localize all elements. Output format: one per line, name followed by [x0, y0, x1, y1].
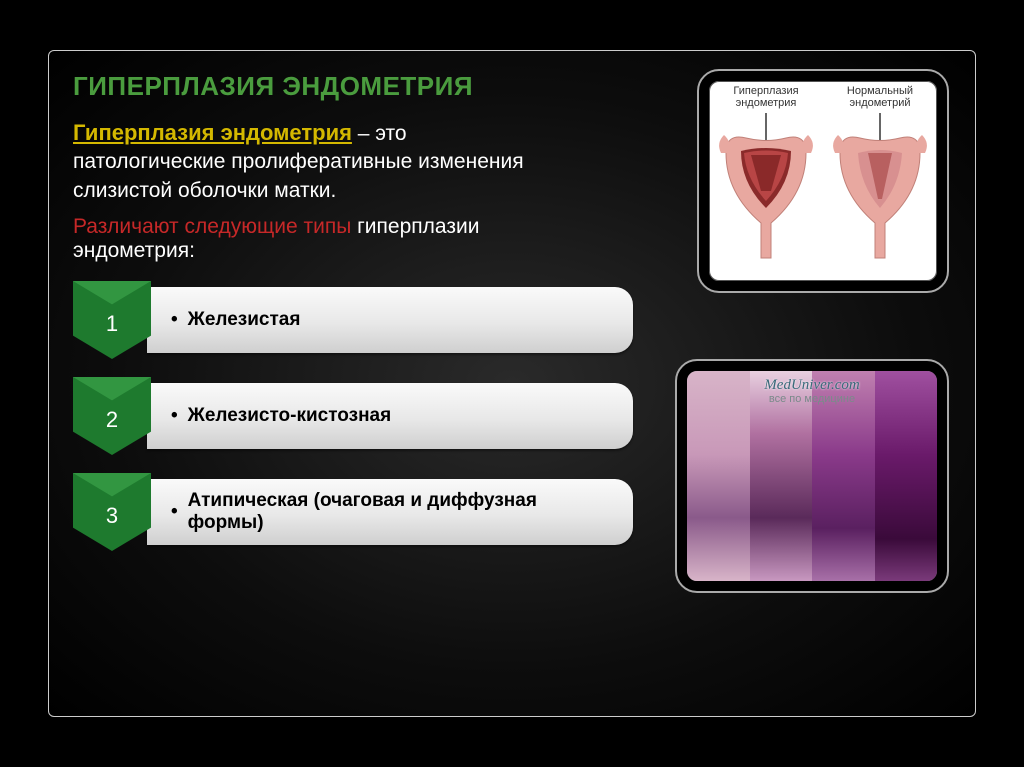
figure-left: Гиперплазия эндометрия: [709, 81, 823, 281]
bullet-icon: •: [171, 309, 178, 331]
caption-right-l1: Нормальный: [847, 85, 913, 97]
caption-right: Нормальный эндометрий: [847, 81, 913, 109]
definition-line2: патологические пролиферативные изменения: [73, 148, 633, 176]
definition-block: Гиперплазия эндометрия – это патологичес…: [73, 120, 633, 263]
definition-line1: Гиперплазия эндометрия – это: [73, 120, 633, 148]
types-intro: Различают следующие типы гиперплазии: [73, 215, 633, 239]
item-label: Железистая: [188, 309, 301, 331]
bullet-icon: •: [171, 501, 178, 523]
caption-left-l2: эндометрия: [736, 97, 797, 109]
uterus-hyperplasia-icon: [716, 113, 816, 263]
list-item: 3 • Атипическая (очаговая и диффузная фор…: [73, 473, 633, 551]
term: Гиперплазия эндометрия: [73, 120, 352, 145]
item-label: Железисто-кистозная: [188, 405, 392, 427]
definition-line3: слизистой оболочки матки.: [73, 177, 633, 205]
type-list: 1 • Железистая 2 • Железисто-кистозная 3 •…: [73, 281, 633, 551]
types-rest2: эндометрия:: [73, 239, 633, 263]
types-lead: Различают следующие типы: [73, 215, 357, 238]
item-label-box: • Атипическая (очаговая и диффузная формы…: [147, 479, 633, 545]
watermark-1: MedUniver.com: [687, 377, 937, 394]
definition-dash: – это: [352, 122, 407, 145]
caption-left-l1: Гиперплазия: [733, 85, 798, 97]
chevron-icon: 1: [73, 281, 151, 359]
item-label: Атипическая (очаговая и диффузная формы): [188, 490, 609, 534]
chevron-icon: 2: [73, 377, 151, 455]
bullet-icon: •: [171, 405, 178, 427]
list-item: 1 • Железистая: [73, 281, 633, 359]
figure-uterus-comparison: Гиперплазия эндометрия Нормальный эндоме…: [699, 71, 947, 291]
types-rest1: гиперплазии: [357, 215, 479, 238]
watermark-2: все по медицине: [687, 393, 937, 405]
item-label-box: • Железистая: [147, 287, 633, 353]
caption-left: Гиперплазия эндометрия: [733, 81, 798, 109]
chevron-number: 3: [73, 503, 151, 529]
slide: ГИПЕРПЛАЗИЯ ЭНДОМЕТРИЯ Гиперплазия эндом…: [48, 50, 976, 717]
chevron-number: 1: [73, 311, 151, 337]
item-label-box: • Железисто-кистозная: [147, 383, 633, 449]
chevron-icon: 3: [73, 473, 151, 551]
chevron-number: 2: [73, 407, 151, 433]
caption-right-l2: эндометрий: [850, 97, 911, 109]
figure-right: Нормальный эндометрий: [823, 81, 937, 281]
list-item: 2 • Железисто-кистозная: [73, 377, 633, 455]
uterus-normal-icon: [830, 113, 930, 263]
figure-histology: MedUniver.com все по медицине: [677, 361, 947, 591]
